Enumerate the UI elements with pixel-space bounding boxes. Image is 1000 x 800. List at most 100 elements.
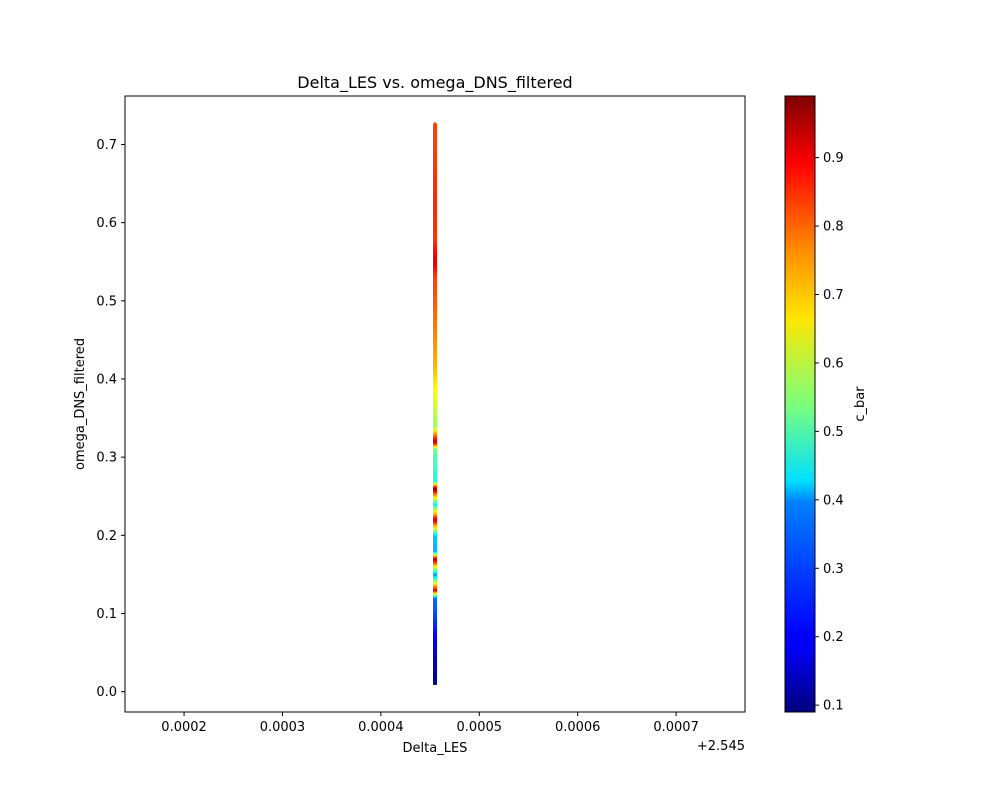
scatter-point — [433, 227, 437, 230]
scatter-point — [433, 427, 437, 430]
scatter-point — [433, 465, 437, 468]
scatter-point — [433, 444, 437, 447]
scatter-point — [433, 197, 437, 200]
scatter-point — [433, 484, 437, 487]
scatter-point — [433, 552, 437, 555]
scatter-point — [433, 540, 437, 543]
scatter-point — [433, 212, 437, 215]
scatter-point — [433, 172, 437, 175]
scatter-point — [433, 448, 437, 451]
scatter-point — [433, 481, 437, 484]
scatter-point — [433, 648, 437, 651]
scatter-point — [433, 429, 437, 432]
scatter-point — [433, 202, 437, 205]
scatter-point — [433, 156, 437, 159]
scatter-point — [433, 296, 437, 299]
scatter-point — [433, 324, 437, 327]
scatter-point — [433, 379, 437, 382]
scatter-point — [433, 393, 437, 396]
scatter-point — [433, 250, 437, 253]
scatter-point — [433, 461, 437, 464]
colorbar-label: c_bar — [853, 386, 868, 422]
scatter-point — [433, 665, 437, 668]
scatter-point — [433, 503, 437, 506]
scatter-point — [433, 374, 437, 377]
scatter-point — [433, 439, 437, 442]
scatter-point — [433, 394, 437, 397]
scatter-point — [433, 314, 437, 317]
scatter-point — [433, 246, 437, 249]
scatter-point — [433, 385, 437, 388]
scatter-point — [433, 486, 437, 489]
scatter-point — [433, 213, 437, 216]
scatter-point — [433, 230, 437, 233]
x-tick-label: 0.0004 — [358, 720, 404, 735]
scatter-point — [433, 163, 437, 166]
scatter-point — [433, 518, 437, 521]
scatter-point — [433, 157, 437, 160]
colorbar-tick-label: 0.9 — [823, 151, 844, 166]
scatter-point — [433, 337, 437, 340]
x-tick-label: 0.0005 — [457, 720, 503, 735]
scatter-point — [433, 462, 437, 465]
scatter-point — [433, 573, 437, 576]
scatter-point — [433, 416, 437, 419]
scatter-point — [433, 338, 437, 341]
scatter-point — [433, 161, 437, 164]
scatter-point — [433, 494, 437, 497]
scatter-point — [433, 381, 437, 384]
scatter-point — [433, 154, 437, 157]
scatter-point — [433, 139, 437, 142]
scatter-point — [433, 614, 437, 617]
scatter-point — [433, 256, 437, 259]
scatter-point — [433, 672, 437, 675]
scatter-point — [433, 125, 437, 128]
scatter-point — [433, 309, 437, 312]
scatter-point — [433, 199, 437, 202]
scatter-point — [433, 396, 437, 399]
y-tick-label: 0.2 — [96, 529, 117, 544]
scatter-point — [433, 611, 437, 614]
scatter-point — [433, 184, 437, 187]
scatter-point — [433, 170, 437, 173]
scatter-point — [433, 368, 437, 371]
scatter-point — [433, 605, 437, 608]
scatter-point — [433, 442, 437, 445]
scatter-point — [433, 476, 437, 479]
scatter-point — [433, 209, 437, 212]
scatter-point — [433, 548, 437, 551]
scatter-point — [433, 382, 437, 385]
scatter-point — [433, 196, 437, 199]
scatter-point — [433, 561, 437, 564]
scatter-point — [433, 676, 437, 679]
scatter-point — [433, 340, 437, 343]
scatter-point — [433, 183, 437, 186]
scatter-point — [433, 216, 437, 219]
scatter-point — [433, 542, 437, 545]
scatter-point — [433, 335, 437, 338]
scatter-point — [433, 277, 437, 280]
scatter-point — [433, 269, 437, 272]
scatter-point — [433, 132, 437, 135]
scatter-point — [433, 305, 437, 308]
scatter-point — [433, 237, 437, 240]
scatter-point — [433, 607, 437, 610]
scatter-point — [433, 631, 437, 634]
scatter-point — [433, 652, 437, 655]
scatter-point — [433, 336, 437, 339]
scatter-point — [433, 556, 437, 559]
colorbar-tick-label: 0.6 — [823, 356, 844, 371]
scatter-point — [433, 634, 437, 637]
scatter-point — [433, 510, 437, 513]
scatter-point — [433, 560, 437, 563]
scatter-point — [433, 177, 437, 180]
x-offset-label: +2.545 — [697, 739, 745, 754]
scatter-point — [433, 164, 437, 167]
scatter-point — [433, 127, 437, 130]
scatter-point — [433, 281, 437, 284]
scatter-point — [433, 193, 437, 196]
colorbar-tick-label: 0.3 — [823, 562, 844, 577]
scatter-point — [433, 286, 437, 289]
colorbar-gradient — [784, 95, 816, 713]
scatter-point — [433, 453, 437, 456]
